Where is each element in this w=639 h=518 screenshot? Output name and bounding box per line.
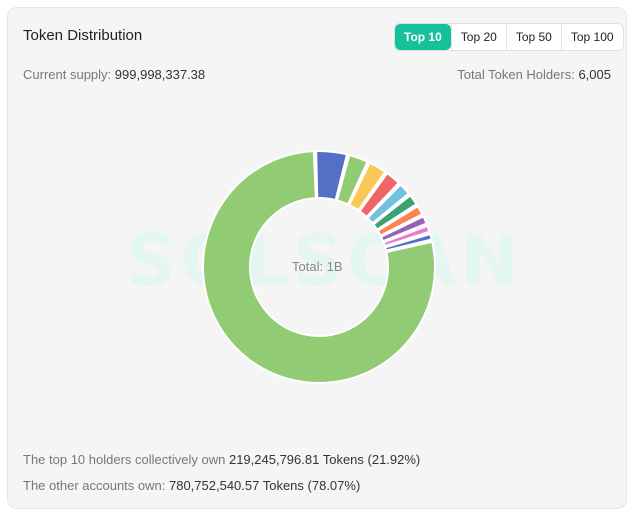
top-holders-tabs: Top 10 Top 20 Top 50 Top 100: [394, 23, 624, 51]
total-holders-label: Total Token Holders:: [457, 67, 575, 82]
donut-slice-5[interactable]: [366, 183, 410, 225]
token-distribution-card: Token Distribution Top 10 Top 20 Top 50 …: [7, 7, 627, 509]
donut-slice-4[interactable]: [358, 172, 400, 218]
donut-slice-9[interactable]: [382, 224, 431, 248]
donut-slice-8[interactable]: [380, 215, 428, 243]
donut-slice-11[interactable]: [202, 150, 436, 384]
top-holders-summary-value: 219,245,796.81 Tokens (21.92%): [228, 452, 421, 467]
tab-top-50[interactable]: Top 50: [505, 24, 561, 50]
total-holders-value: 6,005: [578, 67, 611, 82]
donut-slice-2[interactable]: [336, 154, 369, 206]
donut-slice-7[interactable]: [376, 205, 424, 237]
donut-slice-1[interactable]: [315, 150, 348, 202]
tab-top-20[interactable]: Top 20: [450, 24, 506, 50]
donut-slice-3[interactable]: [348, 161, 387, 212]
other-accounts-summary-label: The other accounts own:: [23, 478, 166, 493]
tab-top-100[interactable]: Top 100: [560, 24, 623, 50]
donut-slice-6[interactable]: [372, 194, 418, 231]
total-holders: Total Token Holders: 6,005: [457, 67, 611, 82]
solscan-watermark: SOLSCAN: [126, 220, 524, 302]
donut-center-label: Total: 1B: [292, 259, 343, 274]
current-supply-value: 999,998,337.38: [114, 67, 206, 82]
top-holders-summary-label: The top 10 holders collectively own: [23, 452, 226, 467]
tab-top-10[interactable]: Top 10: [395, 24, 451, 50]
top-holders-summary: The top 10 holders collectively own 219,…: [23, 452, 420, 467]
card-title: Token Distribution: [23, 27, 143, 44]
other-accounts-summary-value: 780,752,540.57 Tokens (78.07%): [168, 478, 361, 493]
current-supply-label: Current supply:: [23, 67, 112, 82]
other-accounts-summary: The other accounts own: 780,752,540.57 T…: [23, 478, 360, 493]
current-supply: Current supply: 999,998,337.38: [23, 67, 205, 82]
donut-chart: [202, 150, 436, 384]
donut-slice-10[interactable]: [384, 233, 433, 252]
